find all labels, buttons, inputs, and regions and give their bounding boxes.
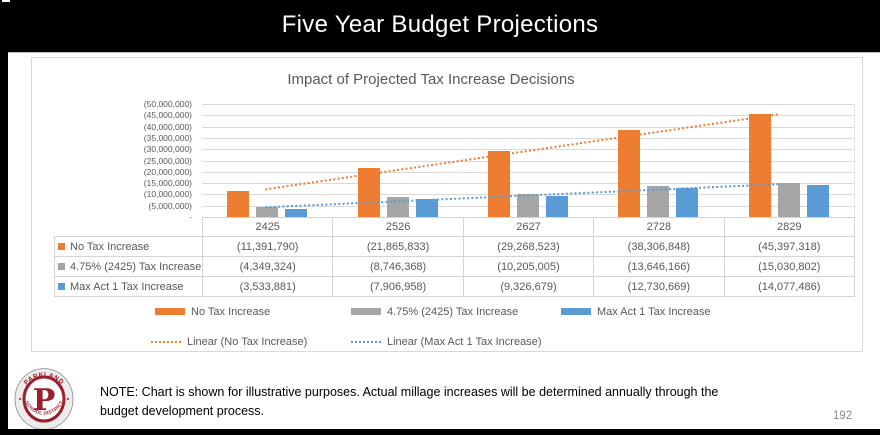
series-key-icon xyxy=(58,242,65,250)
legend-item-no-tax-increase: No Tax Increase xyxy=(155,305,270,318)
table-row-4-75-2425-tax-increase: 4.75% (2425) Tax Increase (4,349,324) (8,7… xyxy=(54,256,855,277)
table-row-label: No Tax Increase xyxy=(54,236,203,257)
legend-label: 4.75% (2425) Tax Increase xyxy=(387,305,519,318)
y-axis-tick-label: - xyxy=(72,212,192,222)
table-value-cell: (29,268,523) xyxy=(462,236,595,257)
plot-right-border xyxy=(854,104,855,217)
legend-dotted-line-icon xyxy=(351,340,381,343)
y-axis-tick-label: (50,000,000) xyxy=(143,99,192,109)
bar-no-tax-increase-2425 xyxy=(227,191,249,217)
y-axis-tick-label: (40,000,000) xyxy=(143,121,192,132)
chart-title: Impact of Projected Tax Increase Decisio… xyxy=(287,71,575,88)
legend-label: No Tax Increase xyxy=(191,305,271,318)
bar-max-act-1-tax-increase-2728 xyxy=(676,188,698,217)
bar-4-75-2425-tax-increase-2627 xyxy=(517,194,539,217)
slide-title: Five Year Budget Projections xyxy=(281,11,599,38)
table-row-label: 4.75% (2425) Tax Increase xyxy=(54,256,203,277)
table-value-cell: (38,306,848) xyxy=(593,236,725,257)
table-row-max-act-1-tax-increase: Max Act 1 Tax Increase (3,533,881) (7,906,… xyxy=(54,276,855,297)
logo-left-dot xyxy=(19,398,21,400)
bar-max-act-1-tax-increase-2829 xyxy=(807,185,829,217)
logo-right-dot xyxy=(67,398,69,400)
legend-swatch-icon xyxy=(351,308,381,315)
table-value-cell: (13,646,166) xyxy=(593,256,725,277)
bar-max-act-1-tax-increase-2425 xyxy=(285,209,307,217)
table-value-cell: (10,205,005) xyxy=(462,256,595,277)
bar-4-75-2425-tax-increase-2829 xyxy=(778,183,800,217)
legend-dotted-line-icon xyxy=(151,340,181,343)
y-axis-tick-label: (5,000,000) xyxy=(148,200,192,211)
legend-item-linear-max-act-1-tax-increase: Linear (Max Act 1 Tax Increase) xyxy=(351,335,541,348)
bar-4-75-2425-tax-increase-2728 xyxy=(647,186,669,217)
logo-inner-ring xyxy=(22,375,66,423)
corner-notch xyxy=(2,0,10,2)
y-axis-tick-label: (35,000,000) xyxy=(143,132,192,143)
bar-no-tax-increase-2627 xyxy=(488,151,510,217)
table-header-cell-2627: 2627 xyxy=(462,217,595,237)
table-value-cell: (21,865,833) xyxy=(332,236,464,257)
y-axis-tick-label: (30,000,000) xyxy=(143,144,192,155)
legend-item-max-act-1-tax-increase: Max Act 1 Tax Increase xyxy=(561,305,711,318)
table-value-cell: (45,397,318) xyxy=(723,236,855,257)
bar-max-act-1-tax-increase-2627 xyxy=(546,196,568,217)
table-row-no-tax-increase: No Tax Increase (11,391,790) (21,865,833)(… xyxy=(54,236,855,257)
legend-label: Max Act 1 Tax Increase xyxy=(597,305,711,318)
y-axis-tick-label: (45,000,000) xyxy=(143,110,192,121)
table-value-cell: (4,349,324) xyxy=(201,256,334,277)
y-axis-tick-label: (25,000,000) xyxy=(143,155,192,166)
legend-swatch-icon xyxy=(561,308,591,315)
tax-impact-chart: Impact of Projected Tax Increase Decisio… xyxy=(31,57,863,352)
table-header-row: 2425 2526 2627 2728 2829 xyxy=(54,217,855,237)
table-value-cell: (12,730,669) xyxy=(593,276,725,297)
table-header-cell-2829: 2829 xyxy=(723,217,855,237)
parkland-school-district-logo: PARKLAND SCHOOL DISTRICT P xyxy=(14,368,74,430)
y-axis-tick-label: (15,000,000) xyxy=(143,178,192,189)
table-value-cell: (11,391,790) xyxy=(201,236,334,257)
note-line-1: NOTE: Chart is shown for illustrative pu… xyxy=(100,385,719,399)
legend-swatch-icon xyxy=(155,308,185,315)
legend-item-linear-no-tax-increase: Linear (No Tax Increase) xyxy=(151,335,307,348)
chart-data-table: 2425 2526 2627 2728 2829 No Tax Increase (11,3… xyxy=(54,217,855,297)
table-header-cell-2425: 2425 xyxy=(201,217,334,237)
logo-monogram: P xyxy=(33,383,56,418)
table-corner-cell xyxy=(54,217,203,237)
table-value-cell: (7,906,958) xyxy=(332,276,464,297)
legend-item-4-75-2425-tax-increase: 4.75% (2425) Tax Increase xyxy=(351,305,518,318)
note-line-2: budget development process. xyxy=(100,403,264,418)
bar-no-tax-increase-2526 xyxy=(358,168,380,217)
table-value-cell: (3,533,881) xyxy=(201,276,334,297)
bar-4-75-2425-tax-increase-2425 xyxy=(256,207,278,217)
table-row-label: Max Act 1 Tax Increase xyxy=(54,276,203,297)
bar-max-act-1-tax-increase-2526 xyxy=(416,199,438,217)
bar-4-75-2425-tax-increase-2526 xyxy=(387,197,409,217)
slide-header: Five Year Budget Projections xyxy=(0,0,880,52)
bar-no-tax-increase-2829 xyxy=(749,114,771,217)
page-number: 192 xyxy=(833,410,853,422)
series-key-icon xyxy=(58,282,65,290)
table-value-cell: (15,030,802) xyxy=(723,256,855,277)
table-value-cell: (9,326,679) xyxy=(462,276,595,297)
bottom-black-strip xyxy=(0,429,880,435)
trendline-linear-no-tax-increase xyxy=(265,113,779,191)
table-header-cell-2526: 2526 xyxy=(332,217,464,237)
table-value-cell: (8,746,368) xyxy=(332,256,464,277)
y-axis-tick-label: (20,000,000) xyxy=(143,166,192,177)
legend-label: Linear (Max Act 1 Tax Increase) xyxy=(387,335,542,348)
y-axis-tick-label: (10,000,000) xyxy=(143,189,192,200)
gridline xyxy=(202,104,854,105)
table-header-cell-2728: 2728 xyxy=(593,217,725,237)
bar-no-tax-increase-2728 xyxy=(618,130,640,217)
legend-label: Linear (No Tax Increase) xyxy=(187,335,308,348)
left-black-strip xyxy=(0,52,8,435)
note-text: NOTE: Chart is shown for illustrative pu… xyxy=(100,383,818,421)
table-value-cell: (14,077,486) xyxy=(723,276,855,297)
series-key-icon xyxy=(58,262,65,270)
